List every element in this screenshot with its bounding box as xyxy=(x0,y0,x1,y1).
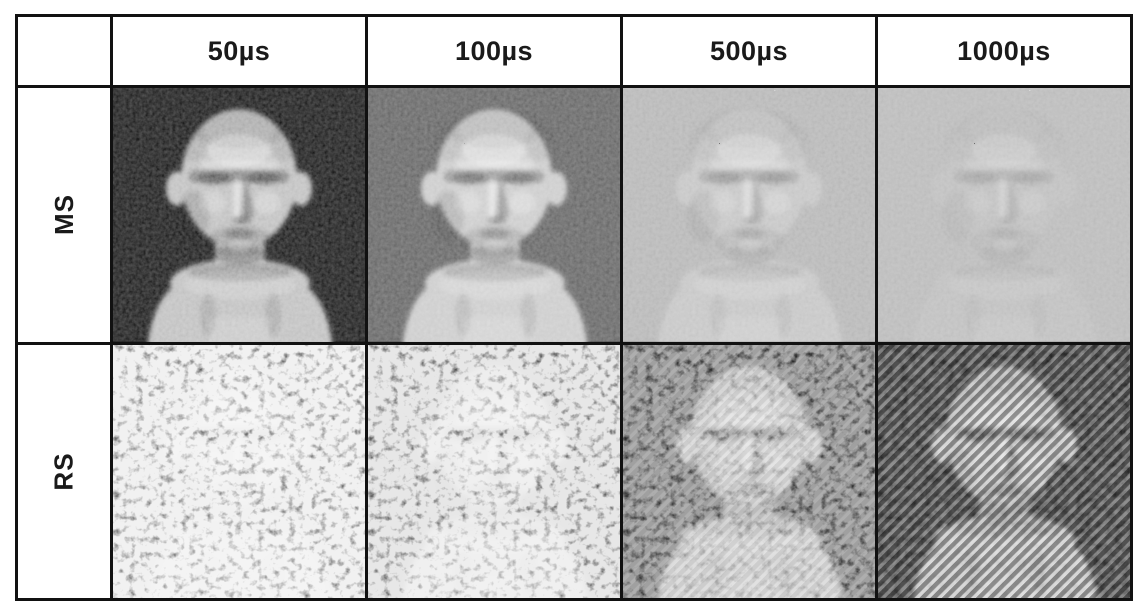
exposure-header-label: 1000µs xyxy=(957,35,1051,66)
exposure-header-label: 50µs xyxy=(207,35,271,66)
exposure-header-1000us: 1000µs xyxy=(878,17,1130,85)
image-cell-rs-1000us xyxy=(878,344,1130,598)
exposure-header-100us: 100µs xyxy=(368,17,620,85)
image-cell-ms-1000us xyxy=(878,88,1130,342)
comparison-table: 50µs 100µs 500µs 1000µs MS RS xyxy=(15,14,1133,601)
speckle-noise-overlay xyxy=(368,88,620,342)
sensor-noise-overlay xyxy=(623,344,875,598)
image-cell-rs-50us xyxy=(113,344,365,598)
image-cell-ms-500us xyxy=(623,88,875,342)
corner-cell xyxy=(18,17,110,85)
exposure-header-500us: 500µs xyxy=(623,17,875,85)
exposure-header-50us: 50µs xyxy=(113,17,365,85)
sensor-noise-overlay xyxy=(113,344,365,598)
sensor-noise-overlay xyxy=(878,344,1130,598)
rolling-shutter-stripe-overlay xyxy=(878,344,1130,598)
row-header-label: MS xyxy=(48,194,79,236)
exposure-header-label: 500µs xyxy=(709,35,789,66)
image-cell-ms-50us xyxy=(113,88,365,342)
sensor-noise-overlay xyxy=(113,88,365,342)
image-cell-rs-500us xyxy=(623,344,875,598)
rolling-shutter-stripe-overlay xyxy=(623,344,875,598)
sensor-noise-overlay xyxy=(368,344,620,598)
image-cell-rs-100us xyxy=(368,344,620,598)
row-header-rs: RS xyxy=(18,344,110,598)
row-header-label: RS xyxy=(48,452,79,491)
speckle-noise-overlay xyxy=(623,88,875,342)
speckle-noise-overlay xyxy=(878,88,1130,342)
image-cell-ms-100us xyxy=(368,88,620,342)
row-header-ms: MS xyxy=(18,88,110,342)
exposure-header-label: 100µs xyxy=(454,35,534,66)
